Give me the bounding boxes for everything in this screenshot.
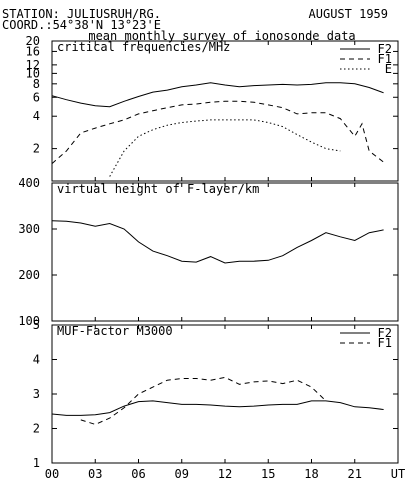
series-line-f1 xyxy=(51,100,384,164)
plot-frame xyxy=(51,182,399,322)
series-line-0 xyxy=(51,220,384,264)
y-tick-label: 1 xyxy=(33,456,40,470)
series-line-f2 xyxy=(51,82,384,108)
y-tick-label: 300 xyxy=(18,222,40,236)
plot-frame xyxy=(51,40,399,182)
subtitle-label: mean monthly survey of ionosonde data xyxy=(88,29,355,43)
series-line-f1 xyxy=(80,376,327,425)
y-tick-label: 20 xyxy=(26,34,40,48)
x-tick-label: 09 xyxy=(175,467,189,480)
y-tick-label: 200 xyxy=(18,268,40,282)
x-axis: 00 03 06 09 12 15 18 21 UT xyxy=(45,467,405,480)
y-tick-label: 5 xyxy=(33,318,40,332)
x-tick-label: 00 xyxy=(45,467,59,480)
y-tick-label: 10 xyxy=(26,66,40,80)
panel-title: MUF-Factor M3000 xyxy=(57,324,173,338)
y-tick-label: 3 xyxy=(33,387,40,401)
station-label: STATION: JULIUSRUH/RG. xyxy=(2,7,161,21)
panel-title: critical frequencies/MHz xyxy=(57,40,230,54)
legend-label-e: E xyxy=(385,62,392,76)
y-tick-label: 6 xyxy=(33,90,40,104)
x-tick-label: 18 xyxy=(304,467,318,480)
plot-frame xyxy=(51,324,399,464)
y-tick-label: 100 xyxy=(18,314,40,328)
date-label: AUGUST 1959 xyxy=(309,7,388,21)
x-tick-label: 21 xyxy=(348,467,362,480)
x-tick-label: 06 xyxy=(131,467,145,480)
coord-label: COORD.:54°38'N 13°23'E xyxy=(2,18,161,32)
y-tick-label: 16 xyxy=(26,44,40,58)
y-tick-label: 4 xyxy=(33,109,40,123)
y-tick-label: 2 xyxy=(33,142,40,156)
x-tick-label: 03 xyxy=(88,467,102,480)
x-tick-label: 15 xyxy=(261,467,275,480)
series-line-f2 xyxy=(51,400,384,416)
legend-label-f1: F1 xyxy=(378,336,392,350)
y-tick-label: 8 xyxy=(33,77,40,91)
y-tick-label: 12 xyxy=(26,58,40,72)
y-tick-label: 4 xyxy=(33,353,40,367)
y-tick-label: 400 xyxy=(18,176,40,190)
legend-label-f2: F2 xyxy=(378,42,392,56)
panel-title: virtual height of F-layer/km xyxy=(57,182,259,196)
virtual-height-panel: 100 200 300 400 virtual height of F-layer/km xyxy=(18,176,399,328)
x-tick-label: 12 xyxy=(218,467,232,480)
x-tick-label: UT xyxy=(391,467,405,480)
legend-label-f2: F2 xyxy=(378,326,392,340)
legend-label-f1: F1 xyxy=(378,52,392,66)
series-line-e xyxy=(109,119,341,177)
y-tick-label: 2 xyxy=(33,422,40,436)
